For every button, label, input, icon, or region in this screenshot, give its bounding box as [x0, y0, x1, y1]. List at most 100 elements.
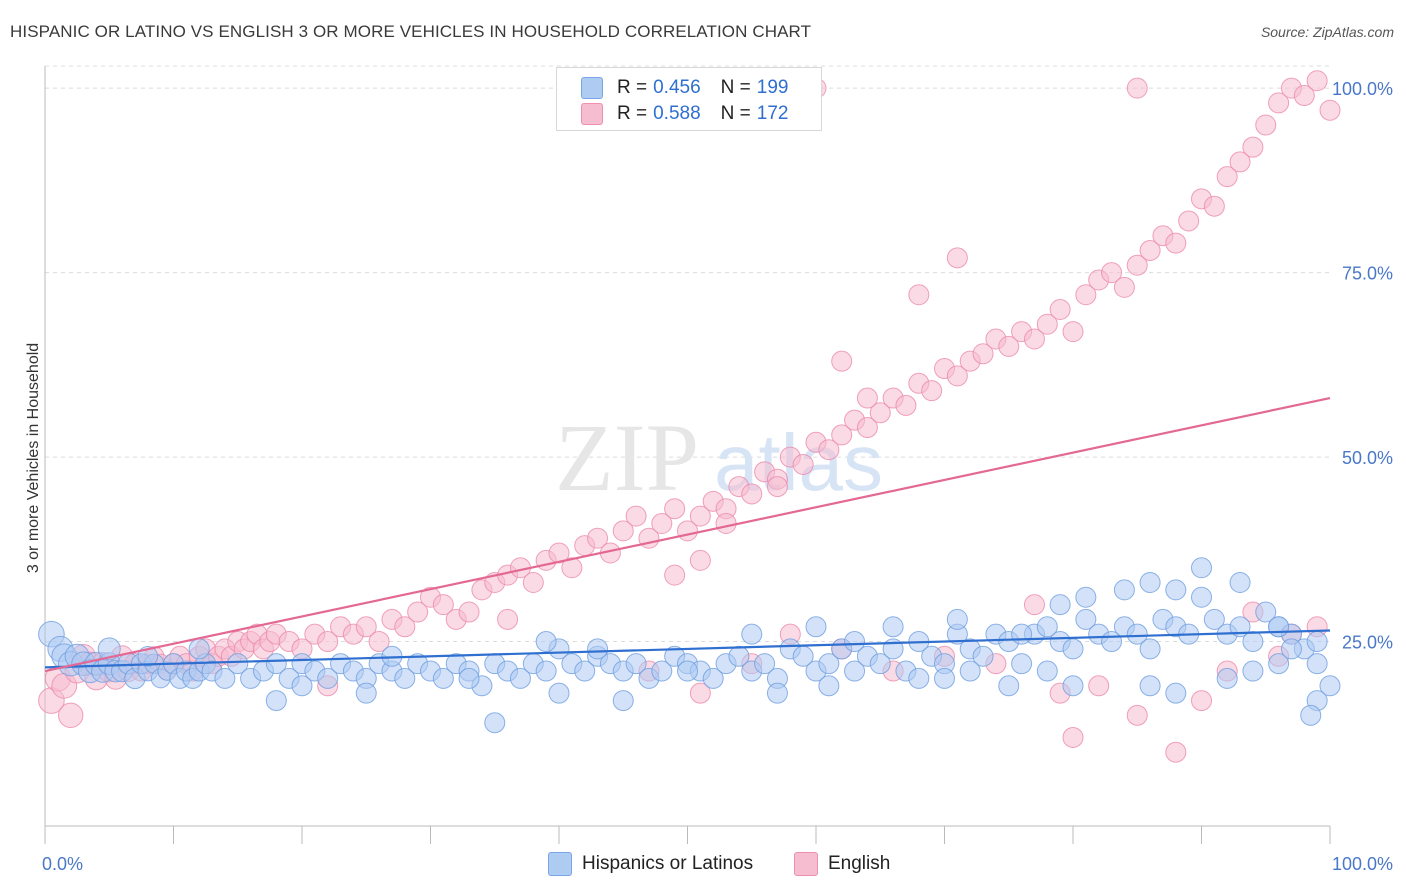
- hispanic-point-118: [766, 682, 788, 704]
- english-point-81: [856, 417, 878, 439]
- hispanic-point-75: [844, 660, 866, 682]
- stat-n-value: 199: [756, 77, 789, 98]
- stat-n-label: N =: [720, 103, 751, 124]
- english-point-108: [1203, 195, 1225, 217]
- english-point-57: [548, 542, 570, 564]
- english-point-60: [587, 527, 609, 549]
- english-point-110: [1229, 151, 1251, 173]
- hispanic-point-116: [548, 682, 570, 704]
- english-point-106: [1178, 210, 1200, 232]
- hispanic-point-51: [535, 660, 557, 682]
- english-point-131: [1088, 675, 1110, 697]
- stat-n-value: 172: [756, 103, 789, 124]
- english-point-146: [766, 476, 788, 498]
- hispanic-point-132: [1300, 704, 1322, 726]
- english-point-58: [561, 557, 583, 579]
- english-point-92: [998, 335, 1020, 357]
- english-point-72: [741, 483, 763, 505]
- hispanic-point-125: [1062, 675, 1084, 697]
- english-point-68: [689, 505, 711, 527]
- hispanic-trend-line: [44, 629, 1331, 669]
- english-point-95: [1036, 313, 1058, 335]
- hispanic-point-144: [844, 631, 866, 653]
- english-point-113: [1268, 92, 1290, 114]
- hispanic-point-135: [188, 638, 210, 660]
- english-point-117: [1319, 99, 1341, 121]
- english-point-102: [1126, 254, 1148, 276]
- hispanic-point-26: [214, 667, 236, 689]
- hispanic-point-156: [1280, 638, 1302, 660]
- english-point-142: [946, 247, 968, 269]
- english-point-149: [664, 564, 686, 586]
- hispanic-point-140: [587, 638, 609, 660]
- legend-label-english: English: [828, 853, 891, 874]
- hispanic-point-149: [1075, 586, 1097, 608]
- hispanic-point-102: [1191, 586, 1212, 608]
- hispanic-point-49: [509, 667, 531, 689]
- hispanic-point-117: [612, 690, 634, 712]
- hispanic-point-128: [1216, 667, 1238, 689]
- english-point-43: [368, 631, 390, 653]
- hispanic-point-148: [1049, 594, 1071, 616]
- stat-swatch-english: [581, 103, 603, 125]
- hispanic-point-133: [97, 637, 121, 661]
- hispanic-point-58: [625, 653, 647, 675]
- legend-item-english[interactable]: English: [794, 852, 890, 876]
- hispanic-point-136: [291, 675, 313, 697]
- hispanic-point-126: [1139, 675, 1161, 697]
- hispanic-point-139: [535, 631, 557, 653]
- hispanic-point-112: [1319, 675, 1341, 697]
- legend-swatch-hispanic: [548, 852, 572, 876]
- hispanic-point-145: [882, 616, 904, 638]
- chart-source: Source: ZipAtlas.com: [1260, 24, 1394, 40]
- hispanic-point-130: [1268, 653, 1290, 675]
- hispanic-point-64: [702, 667, 724, 689]
- hispanic-point-85: [972, 645, 994, 667]
- english-point-62: [612, 520, 634, 542]
- hispanic-point-127: [1165, 682, 1187, 704]
- english-point-97: [1062, 321, 1084, 343]
- english-point-109: [1216, 166, 1238, 188]
- english-point-119: [497, 608, 519, 630]
- english-point-84: [895, 394, 917, 416]
- hispanic-point-103: [1203, 608, 1225, 630]
- stat-r-value: 0.588: [653, 103, 701, 124]
- stat-row-hispanic: R = 0.456 N = 199: [581, 76, 788, 100]
- english-point-55: [522, 572, 544, 594]
- hispanic-point-68: [754, 653, 776, 675]
- trend-lines: [44, 396, 1331, 673]
- hispanic-point-66: [728, 645, 750, 667]
- hispanic-point-27: [227, 653, 249, 675]
- hispanic-point-34: [317, 667, 339, 689]
- english-point-45: [394, 616, 416, 638]
- y-tick-label-1: 50.0%: [1342, 448, 1393, 468]
- english-point-121: [689, 682, 711, 704]
- english-point-39: [317, 631, 339, 653]
- english-point-105: [1165, 232, 1187, 254]
- english-point-50: [458, 601, 480, 623]
- hispanic-point-123: [998, 675, 1020, 697]
- hispanic-point-98: [1139, 638, 1161, 660]
- english-point-66: [664, 498, 686, 520]
- hispanic-point-77: [869, 653, 891, 675]
- hispanic-point-155: [1268, 616, 1290, 638]
- english-trend-line: [44, 396, 1331, 673]
- english-point-65: [651, 512, 673, 534]
- hispanic-point-90: [1036, 616, 1058, 638]
- english-point-111: [1242, 136, 1264, 158]
- hispanic-point-143: [805, 616, 827, 638]
- english-point-76: [792, 453, 814, 475]
- stat-row-english: R = 0.588 N = 172: [581, 102, 788, 126]
- chart-title: HISPANIC OR LATINO VS ENGLISH 3 OR MORE …: [10, 22, 812, 41]
- english-point-98: [1075, 284, 1097, 306]
- english-point-116: [1306, 70, 1328, 92]
- hispanic-point-111: [1306, 631, 1328, 653]
- hispanic-point-142: [741, 623, 763, 645]
- legend-item-hispanic[interactable]: Hispanics or Latinos: [548, 852, 753, 876]
- hispanic-point-120: [908, 667, 930, 689]
- correlation-stats-box: R = 0.456 N = 199 R = 0.588 N = 172: [556, 67, 822, 131]
- legend-label-hispanic: Hispanics or Latinos: [582, 853, 754, 874]
- x-tick-label-0: 0.0%: [42, 854, 83, 874]
- hispanic-point-114: [355, 682, 377, 704]
- english-point-143: [908, 284, 930, 306]
